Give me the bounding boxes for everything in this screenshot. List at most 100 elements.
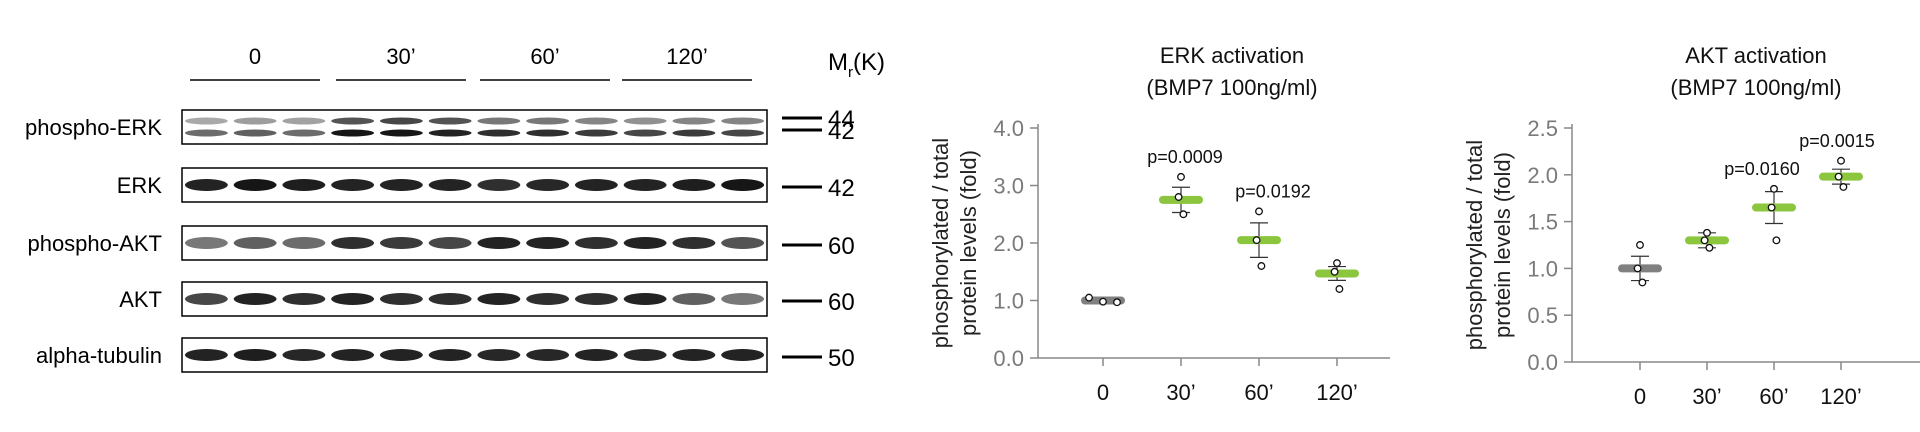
blot-band (282, 129, 326, 137)
data-point (1177, 172, 1185, 181)
chart-subtitle: (BMP7 100ng/ml) (1670, 75, 1841, 100)
x-tick-label: 0 (1097, 380, 1109, 405)
blot-band (428, 349, 472, 361)
y-tick-label: 1.0 (1527, 256, 1558, 281)
blot-band (623, 237, 667, 249)
data-point (1085, 293, 1093, 302)
blot-band (233, 117, 277, 125)
blot-band (379, 349, 423, 361)
timepoint-label: 30’ (386, 44, 415, 69)
y-axis-label: protein levels (fold) (1490, 152, 1515, 338)
blot-band (574, 129, 618, 137)
blot-band (721, 179, 765, 191)
data-point (1257, 262, 1266, 270)
y-tick-label: 4.0 (993, 116, 1024, 141)
blot-band (721, 117, 765, 125)
y-tick-label: 1.5 (1527, 210, 1558, 235)
data-point (1638, 278, 1647, 287)
blot-band (672, 117, 716, 125)
p-value-label: p=0.0160 (1724, 159, 1800, 179)
blot-band (184, 129, 228, 137)
data-point (1179, 210, 1188, 219)
timepoint-label: 0 (249, 44, 261, 69)
mw-marker-label: 60 (828, 233, 855, 260)
data-point (1839, 183, 1848, 191)
x-tick-label: 30’ (1692, 384, 1721, 409)
blot-frame (181, 225, 768, 261)
blot-band (477, 117, 521, 125)
blot-band (331, 237, 375, 249)
blot-band (526, 293, 570, 305)
data-point (1705, 243, 1714, 252)
blot-band (282, 349, 326, 361)
erk-activation-chart: ERK activation (BMP7 100ng/ml) phosphoryla… (928, 43, 1390, 405)
x-tick-label: 60’ (1244, 380, 1273, 405)
chart-title: ERK activation (1160, 43, 1304, 68)
mw-marker-label: 42 (828, 118, 855, 145)
blot-band (331, 293, 375, 305)
x-tick-label: 30’ (1166, 380, 1195, 405)
blot-band (428, 179, 472, 191)
blot-frame (181, 281, 768, 317)
blot-band (233, 349, 277, 361)
blot-band (331, 129, 375, 137)
blot-band (331, 117, 375, 125)
blot-row-label: ERK (117, 173, 163, 198)
blot-band (721, 293, 765, 305)
data-point (1113, 298, 1121, 307)
y-axis-label: phosphorylated / total (1462, 140, 1487, 350)
blot-band (184, 117, 228, 125)
mw-marker-label: 44 (828, 106, 855, 133)
blot-frame (181, 167, 768, 203)
mw-marker-label: 42 (828, 175, 855, 202)
y-tick-label: 0.0 (1527, 350, 1558, 375)
data-point (1772, 236, 1781, 245)
blot-band (721, 129, 765, 137)
blot-band (379, 117, 423, 125)
blot-band (379, 293, 423, 305)
blot-band (672, 237, 716, 249)
blot-row-label: phospho-AKT (27, 231, 162, 256)
x-tick-label: 0 (1634, 384, 1646, 409)
blot-band (574, 349, 618, 361)
data-point (1333, 259, 1341, 268)
y-axis-label-group: phosphorylated / total protein levels (fo… (928, 138, 981, 348)
x-tick-label: 60’ (1759, 384, 1788, 409)
blot-band (477, 349, 521, 361)
data-point (1700, 236, 1709, 245)
blot-band (184, 293, 228, 305)
x-tick-label: 120’ (1316, 380, 1358, 405)
blot-band (526, 117, 570, 125)
blot-band (574, 179, 618, 191)
blot-band (672, 179, 716, 191)
blot-row-label: AKT (119, 287, 162, 312)
blot-band (282, 117, 326, 125)
y-tick-label: 0.5 (1527, 303, 1558, 328)
blot-band (233, 129, 277, 137)
y-axis-label-group: phosphorylated / total protein levels (fo… (1462, 140, 1515, 350)
timepoint-label: 60’ (530, 44, 559, 69)
blot-band (282, 237, 326, 249)
blot-band (282, 293, 326, 305)
data-point (1837, 156, 1845, 165)
mw-header-sub: r (848, 64, 853, 81)
akt-activation-chart: AKT activation (BMP7 100ng/ml) phosphoryla… (1462, 43, 1920, 409)
blot-band (331, 179, 375, 191)
mw-header-main: M (828, 49, 848, 76)
blot-band (233, 237, 277, 249)
data-point (1703, 228, 1711, 237)
blot-row-label: alpha-tubulin (36, 343, 162, 368)
x-tick-label: 120’ (1820, 384, 1862, 409)
blot-band (184, 179, 228, 191)
y-tick-label: 2.0 (993, 231, 1024, 256)
blot-band (526, 237, 570, 249)
blot-band (477, 293, 521, 305)
blot-band (379, 179, 423, 191)
p-value-label: p=0.0192 (1235, 181, 1311, 201)
y-tick-label: 3.0 (993, 174, 1024, 199)
blot-band (184, 237, 228, 249)
blot-band (428, 129, 472, 137)
